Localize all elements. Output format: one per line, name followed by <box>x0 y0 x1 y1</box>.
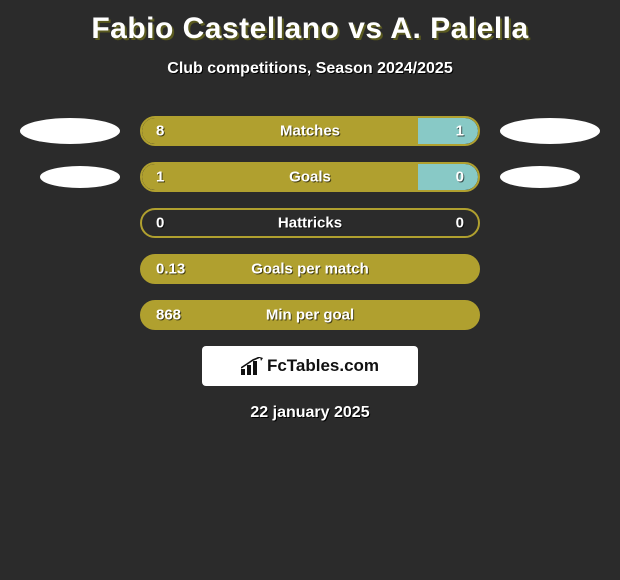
brand-text: FcTables.com <box>267 356 379 376</box>
stat-label: Min per goal <box>142 307 478 324</box>
stat-value-right: 1 <box>456 123 464 140</box>
stat-label: Goals per match <box>142 261 478 278</box>
stat-label: Matches <box>142 123 478 140</box>
stat-value-right: 0 <box>456 215 464 232</box>
player-ellipse-right <box>500 166 580 188</box>
bar-chart-icon <box>241 357 263 375</box>
player-ellipse-right <box>500 118 600 144</box>
page-title: Fabio Castellano vs A. Palella <box>0 0 620 46</box>
stat-value-right: 0 <box>456 169 464 186</box>
stat-row: 1Goals0 <box>0 162 620 192</box>
stat-label: Hattricks <box>142 215 478 232</box>
stat-bar: 1Goals0 <box>140 162 480 192</box>
page-subtitle: Club competitions, Season 2024/2025 <box>0 60 620 78</box>
stats-rows: 8Matches11Goals00Hattricks00.13Goals per… <box>0 116 620 330</box>
stat-bar: 868Min per goal <box>140 300 480 330</box>
stat-row: 8Matches1 <box>0 116 620 146</box>
stat-label: Goals <box>142 169 478 186</box>
stat-bar: 8Matches1 <box>140 116 480 146</box>
player-ellipse-left <box>20 118 120 144</box>
player-ellipse-left <box>40 166 120 188</box>
brand-box: FcTables.com <box>202 346 418 386</box>
stat-bar: 0Hattricks0 <box>140 208 480 238</box>
footer-date: 22 january 2025 <box>0 404 620 422</box>
stat-row: 868Min per goal <box>0 300 620 330</box>
stat-row: 0Hattricks0 <box>0 208 620 238</box>
stat-row: 0.13Goals per match <box>0 254 620 284</box>
stat-bar: 0.13Goals per match <box>140 254 480 284</box>
